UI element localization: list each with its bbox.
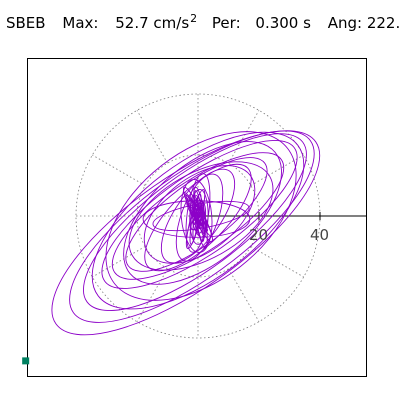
- station-code: SBEB: [6, 14, 46, 32]
- grid-spoke-120: [136, 110, 168, 164]
- orbit-loop-15: [175, 173, 224, 262]
- plot-frame: [27, 58, 367, 377]
- orbit-loop-4: [101, 140, 298, 289]
- orbit-loop-2: [83, 133, 307, 311]
- orbit-loop-12: [160, 168, 236, 264]
- orbit-loop-7: [123, 141, 282, 285]
- orbit-loop-16: [185, 173, 211, 253]
- tick-labels: 20 40: [249, 226, 329, 244]
- plot-header: SBEB Max: 52.7 cm/s2 Per: 0.300 s Ang: 2…: [6, 11, 400, 35]
- tick-label-20: 20: [249, 226, 268, 244]
- grid-spoke-330: [250, 246, 304, 278]
- axes: [198, 212, 367, 220]
- orbit-loop-0: [51, 130, 321, 336]
- orbit-trace: [51, 130, 321, 336]
- tick-label-40: 40: [310, 226, 329, 244]
- angle-value: 222.5: [366, 14, 400, 32]
- markers: [22, 357, 30, 365]
- orbit-loop-17: [180, 179, 213, 253]
- period-label: Per:: [211, 14, 241, 32]
- grid-spoke-300: [228, 268, 260, 322]
- orbit-loop-18: [189, 189, 209, 245]
- orbit-loop-9: [128, 161, 274, 271]
- core-loop-14: [191, 200, 207, 232]
- grid-spoke-150: [92, 154, 146, 186]
- max-unit-exponent: 2: [190, 12, 198, 25]
- core-loop-17: [193, 186, 208, 249]
- period-value: 0.300 s: [255, 14, 311, 32]
- end-marker: [22, 357, 30, 365]
- orbit-loop-11: [143, 165, 256, 264]
- max-label: Max:: [62, 14, 99, 32]
- orbit-loop-8: [125, 157, 268, 272]
- orbit-loop-5: [105, 131, 297, 301]
- orbit-loop-10: [144, 163, 252, 272]
- max-value: 52.7 cm/s: [115, 14, 190, 32]
- orbit-loop-3: [91, 131, 305, 310]
- angle-label: Ang:: [327, 14, 363, 32]
- orbit-loop-6: [111, 152, 285, 280]
